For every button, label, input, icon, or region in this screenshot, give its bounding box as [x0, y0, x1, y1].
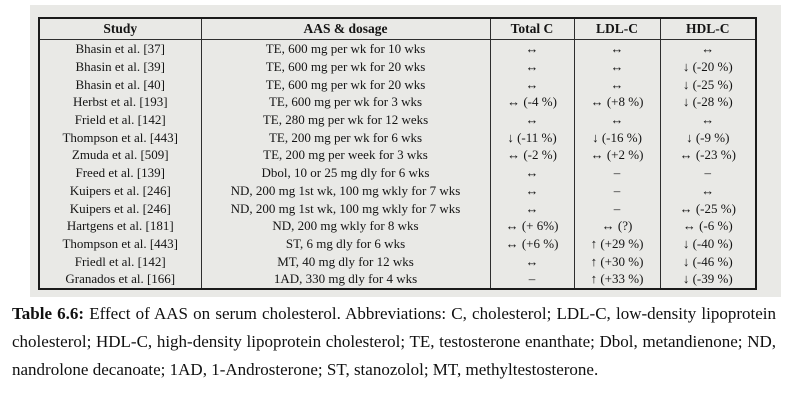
table-cell: Zmuda et al. [509] — [38, 146, 202, 164]
table-cell: ↔ — [489, 252, 575, 270]
table-cell: MT, 40 mg dly for 12 wks — [200, 252, 491, 270]
scanned-table-panel: Study AAS & dosage Total C LDL-C HDL-C B… — [30, 5, 781, 297]
table-row: Freed et al. [139] Dbol, 10 or 25 mg dly … — [38, 163, 757, 182]
col-header-study: Study — [38, 18, 202, 40]
table-row: Frield et al. [142] TE, 280 mg per wk for… — [38, 110, 757, 129]
table-cell: ND, 200 mg wkly for 8 wks — [200, 216, 491, 235]
table-row: Hartgens et al. [181] ND, 200 mg wkly for… — [38, 216, 757, 235]
table-cell: ↑ (+33 %) — [573, 269, 661, 289]
table-cell: TE, 600 mg per wk for 3 wks — [200, 93, 491, 111]
table-cell: ↔ (-2 %) — [489, 146, 575, 164]
aas-cholesterol-table: Study AAS & dosage Total C LDL-C HDL-C B… — [38, 17, 757, 290]
table-cell: TE, 280 mg per wk for 12 weks — [200, 110, 491, 129]
table-cell: – — [573, 181, 661, 200]
table-cell: ↓ (-11 %) — [489, 128, 575, 147]
table-cell: ↔ — [659, 110, 757, 129]
table-header: Study AAS & dosage Total C LDL-C HDL-C — [38, 18, 757, 40]
table-row: Herbst et al. [193] TE, 600 mg per wk for… — [38, 93, 757, 111]
table-cell: Granados et al. [166] — [38, 269, 202, 289]
table-cell: Thompson et al. [443] — [38, 234, 202, 253]
table-cell: ↔ (-23 %) — [659, 146, 757, 164]
table-cell: ↔ (+2 %) — [573, 146, 661, 164]
table-cell: ↓ (-9 %) — [659, 128, 757, 147]
table-row: Zmuda et al. [509] TE, 200 mg per week fo… — [38, 146, 757, 164]
table-cell: ↔ — [489, 75, 575, 94]
table-cell: ↔ — [659, 181, 757, 200]
table-cell: ↔ — [573, 39, 661, 58]
col-header-total-c: Total C — [489, 18, 575, 40]
table-cell: – — [573, 163, 661, 182]
table-cell: ↓ (-46 %) — [659, 252, 757, 270]
caption-text: Effect of AAS on serum cholesterol. Abbr… — [12, 304, 777, 379]
table-cell: ↔ (-6 %) — [659, 216, 757, 235]
table-row: Bhasin et al. [37] TE, 600 mg per wk for … — [38, 39, 757, 58]
table-cell: ↓ (-16 %) — [573, 128, 661, 147]
table-cell: ST, 6 mg dly for 6 wks — [200, 234, 491, 253]
table-cell: ↔ — [573, 110, 661, 129]
table-cell: ↓ (-20 %) — [659, 57, 757, 76]
table-cell: – — [573, 199, 661, 217]
table-cell: TE, 200 mg per wk for 6 wks — [200, 128, 491, 147]
table-cell: ↔ — [489, 163, 575, 182]
table-cell: ↔ — [573, 75, 661, 94]
table-cell: ND, 200 mg 1st wk, 100 mg wkly for 7 wks — [200, 181, 491, 200]
table-cell: Hartgens et al. [181] — [38, 216, 202, 235]
table-cell: Herbst et al. [193] — [38, 93, 202, 111]
table-cell: Freed et al. [139] — [38, 163, 202, 182]
table-cell: TE, 600 mg per wk for 20 wks — [200, 57, 491, 76]
table-cell: – — [659, 163, 757, 182]
table-row: Granados et al. [166] 1AD, 330 mg dly for… — [38, 269, 757, 289]
table-cell: Bhasin et al. [37] — [38, 39, 202, 58]
table-body: Bhasin et al. [37] TE, 600 mg per wk for … — [38, 39, 757, 289]
table-cell: Kuipers et al. [246] — [38, 199, 202, 217]
table-cell: ↔ (+6 %) — [489, 234, 575, 253]
table-cell: Thompson et al. [443] — [38, 128, 202, 147]
table-cell: ↔ (-25 %) — [659, 199, 757, 217]
table-row: Thompson et al. [443] TE, 200 mg per wk f… — [38, 128, 757, 147]
table-cell: ↔ (?) — [573, 216, 661, 235]
table-cell: 1AD, 330 mg dly for 4 wks — [200, 269, 491, 289]
table-cell: ↑ (+29 %) — [573, 234, 661, 253]
caption-label: Table 6.6: — [12, 304, 85, 323]
table-cell: TE, 600 mg per wk for 10 wks — [200, 39, 491, 58]
table-cell: Frield et al. [142] — [38, 110, 202, 129]
table-cell: ↓ (-25 %) — [659, 75, 757, 94]
table-cell: ↓ (-28 %) — [659, 93, 757, 111]
table-cell: ND, 200 mg 1st wk, 100 mg wkly for 7 wks — [200, 199, 491, 217]
col-header-aas-dosage: AAS & dosage — [200, 18, 491, 40]
table-cell: – — [489, 269, 575, 289]
table-row: Bhasin et al. [40] TE, 600 mg per wk for … — [38, 75, 757, 94]
table-row: Thompson et al. [443] ST, 6 mg dly for 6 … — [38, 234, 757, 253]
table-row: Kuipers et al. [246] ND, 200 mg 1st wk, 1… — [38, 181, 757, 200]
table-cell: Kuipers et al. [246] — [38, 181, 202, 200]
col-header-ldl-c: LDL-C — [573, 18, 661, 40]
table-caption: Table 6.6: Effect of AAS on serum choles… — [12, 300, 776, 384]
table-cell: Bhasin et al. [39] — [38, 57, 202, 76]
table-cell: ↔ (+ 6%) — [489, 216, 575, 235]
table-cell: ↔ (+8 %) — [573, 93, 661, 111]
table-cell: Friedl et al. [142] — [38, 252, 202, 270]
table-cell: ↔ — [489, 39, 575, 58]
table-cell: ↔ — [489, 199, 575, 217]
table-row: Friedl et al. [142] MT, 40 mg dly for 12 … — [38, 252, 757, 270]
table-cell: ↔ — [489, 110, 575, 129]
table-cell: Bhasin et al. [40] — [38, 75, 202, 94]
table-cell: Dbol, 10 or 25 mg dly for 6 wks — [200, 163, 491, 182]
col-header-hdl-c: HDL-C — [659, 18, 757, 40]
table-cell: ↔ — [489, 57, 575, 76]
table-cell: ↔ — [573, 57, 661, 76]
table-cell: ↔ — [489, 181, 575, 200]
table-row: Bhasin et al. [39] TE, 600 mg per wk for … — [38, 57, 757, 76]
table-cell: ↔ (-4 %) — [489, 93, 575, 111]
table-cell: ↔ — [659, 39, 757, 58]
table-cell: ↓ (-40 %) — [659, 234, 757, 253]
table-cell: TE, 200 mg per week for 3 wks — [200, 146, 491, 164]
table-cell: TE, 600 mg per wk for 20 wks — [200, 75, 491, 94]
table-cell: ↑ (+30 %) — [573, 252, 661, 270]
table-header-row: Study AAS & dosage Total C LDL-C HDL-C — [38, 18, 757, 40]
table-row: Kuipers et al. [246] ND, 200 mg 1st wk, 1… — [38, 199, 757, 217]
table-cell: ↓ (-39 %) — [659, 269, 757, 289]
